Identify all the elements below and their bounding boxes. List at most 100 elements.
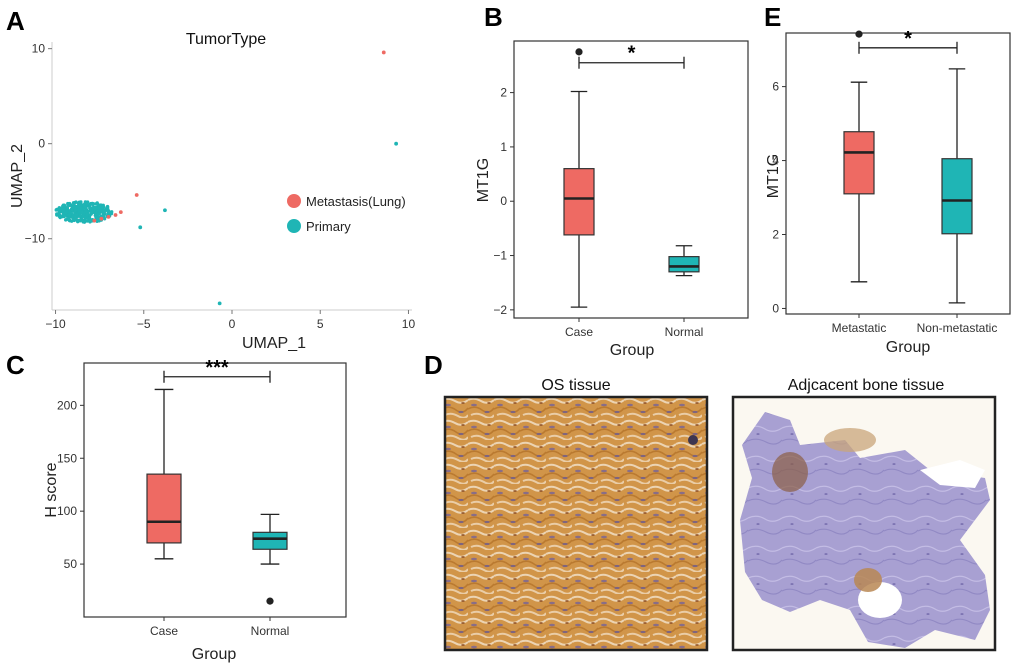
- panel-c-outlier: [266, 597, 274, 605]
- panel-e-box: [843, 131, 875, 195]
- umap-cluster-point: [63, 218, 68, 222]
- panel-e-box: [941, 158, 973, 235]
- bone-stain-patch-3: [772, 452, 808, 492]
- umap-cluster-point: [57, 210, 61, 215]
- umap-cluster-point: [70, 215, 74, 219]
- panel-e-y-axis-label: MT1G: [765, 154, 782, 198]
- umap-cluster-point: [80, 210, 85, 215]
- panel-b-y-tick-label: 0: [500, 194, 507, 208]
- os-tissue-texture: [445, 397, 707, 650]
- umap-cluster-point: [91, 202, 96, 206]
- umap-y-tick-label: −10: [25, 232, 46, 246]
- panel-b-x-axis-label: Group: [610, 342, 655, 359]
- panel-b-x-tick-label: Case: [565, 325, 593, 339]
- umap-x-tick-label: 5: [317, 317, 324, 331]
- panel-e-y-tick-label: 0: [772, 301, 779, 315]
- panel-b-plot: −2 −1 0 1 2 Case Normal *: [493, 43, 703, 339]
- umap-point-primary: [394, 141, 399, 146]
- umap-cluster-point: [88, 218, 93, 223]
- panel-e-x-tick-label: Non-metastatic: [917, 321, 998, 335]
- umap-cluster-point: [70, 205, 75, 209]
- umap-cluster-point: [101, 205, 106, 209]
- panel-c-y-tick-label: 150: [57, 451, 77, 465]
- panel-e-frame: [785, 32, 1011, 315]
- panel-b-y-tick-label: 1: [500, 140, 507, 154]
- panel-e-boxplot: E 0 2 4 6 Metastatic Non-metastatic * Group MT…: [764, 2, 1011, 356]
- umap-cluster-point: [83, 216, 87, 220]
- umap-point-metastasis: [99, 216, 104, 221]
- os-tissue-cell-cluster: [688, 435, 698, 445]
- umap-x-tick-label: −5: [137, 317, 151, 331]
- umap-cluster-point: [88, 206, 92, 210]
- bone-marrow-space-1: [920, 460, 985, 488]
- umap-cluster-point: [75, 205, 80, 209]
- panel-b-y-axis-label: MT1G: [475, 158, 492, 202]
- umap-points: [92, 50, 399, 306]
- bone-tissue-frame: [731, 395, 997, 652]
- panel-c-box: [146, 473, 182, 544]
- panel-a-label: A: [6, 6, 25, 36]
- panel-c-y-tick-label: 100: [57, 504, 77, 518]
- umap-point-metastasis: [381, 50, 386, 55]
- panel-b-frame: [513, 40, 749, 319]
- panel-e-x-tick-label: Metastatic: [832, 321, 887, 335]
- umap-cluster-point: [79, 206, 83, 210]
- panel-e-y-tick-label: 6: [772, 80, 779, 94]
- umap-cluster-point: [99, 203, 103, 207]
- umap-cluster-point: [85, 212, 89, 217]
- panel-c-frame: [83, 362, 347, 618]
- umap-cluster-point: [73, 208, 78, 213]
- umap-point-metastasis: [118, 210, 123, 215]
- umap-cluster-point: [67, 213, 72, 217]
- panel-a-umap: A TumorType −10 −5 0 5 10 10 0 −10 UMAP_1 UMAP_…: [6, 6, 415, 352]
- umap-legend: Metastasis(Lung) Primary: [287, 194, 406, 234]
- panel-b-y-tick-label: −2: [493, 303, 507, 317]
- umap-cluster-point: [78, 203, 83, 207]
- umap-cluster-point: [74, 213, 79, 217]
- panel-e-x-axis-label: Group: [886, 339, 931, 356]
- umap-x-tick-label: −10: [45, 317, 66, 331]
- umap-cluster-point: [84, 206, 88, 210]
- bone-tissue-title: Adjcacent bone tissue: [788, 377, 945, 394]
- panel-b-outlier: [575, 48, 583, 56]
- umap-title: TumorType: [186, 31, 266, 48]
- umap-cluster-point: [91, 206, 96, 210]
- umap-cluster-point: [88, 202, 92, 206]
- os-tissue-frame: [443, 395, 709, 652]
- panel-c-boxplot: C 50 100 150 200 Case Normal *** Group H score: [6, 350, 347, 663]
- umap-cluster-point: [98, 209, 102, 213]
- umap-cluster-point: [62, 214, 66, 218]
- umap-x-tick-label: 10: [402, 317, 416, 331]
- panel-c-x-axis-label: Group: [192, 646, 237, 663]
- panel-c-significance-label: ***: [205, 357, 229, 379]
- panel-e-y-tick-label: 4: [772, 154, 779, 168]
- legend-swatch-primary: [287, 219, 301, 233]
- legend-label-primary: Primary: [306, 219, 351, 234]
- umap-cluster-point: [67, 217, 71, 221]
- umap-y-axis-label: UMAP_2: [9, 144, 26, 208]
- umap-point-metastasis: [134, 193, 139, 197]
- umap-point-primary: [138, 225, 143, 230]
- umap-point-metastasis: [106, 214, 111, 219]
- umap-x-tick-label: 0: [229, 317, 236, 331]
- umap-cluster-point: [96, 212, 101, 216]
- umap-cluster-point: [65, 206, 70, 210]
- panel-b-y-tick-label: −1: [493, 249, 507, 263]
- panel-b-y-tick-label: 2: [500, 86, 507, 100]
- umap-cluster-point: [68, 203, 72, 208]
- umap-cluster-point: [109, 211, 114, 216]
- umap-point-metastasis: [113, 213, 118, 217]
- panel-c-box: [252, 531, 288, 550]
- panel-c-plot: 50 100 150 200 Case Normal ***: [57, 357, 289, 638]
- umap-cluster-point: [78, 213, 82, 218]
- panel-e-outlier: [855, 30, 863, 38]
- umap-cluster-point: [71, 201, 76, 205]
- bone-stain-patch-1: [854, 568, 882, 592]
- umap-cluster-point: [85, 219, 89, 223]
- panel-e-y-tick-label: 2: [772, 228, 779, 242]
- legend-label-metastasis: Metastasis(Lung): [306, 194, 406, 209]
- panel-b-box: [668, 256, 700, 273]
- umap-cluster-point: [106, 207, 110, 212]
- umap-point-primary: [217, 301, 222, 306]
